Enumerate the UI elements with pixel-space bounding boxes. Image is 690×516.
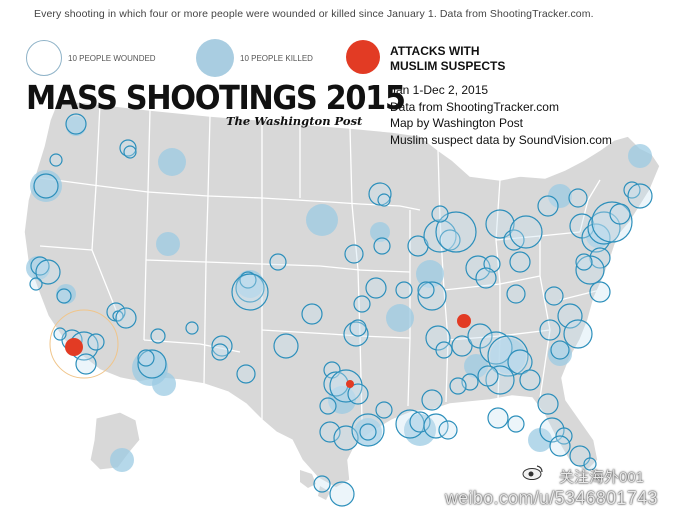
wounded-markers bbox=[29, 113, 653, 507]
muslim-attack-markers bbox=[65, 314, 471, 388]
legend-killed: 10 PEOPLE KILLED bbox=[196, 39, 313, 77]
san-bernardino-halo bbox=[49, 309, 119, 379]
credits-date-range: Jan 1-Dec 2, 2015 bbox=[390, 83, 489, 97]
credits: Jan 1-Dec 2, 2015 Data from ShootingTrac… bbox=[390, 82, 612, 148]
attack-garland bbox=[346, 380, 354, 388]
credits-data-source: Data from ShootingTracker.com bbox=[390, 99, 559, 114]
legend: 10 PEOPLE WOUNDED 10 PEOPLE KILLED bbox=[0, 38, 690, 78]
map-title: MASS SHOOTINGS 2015 bbox=[26, 78, 406, 117]
hawaii bbox=[300, 470, 316, 488]
legend-wounded-label: 10 PEOPLE WOUNDED bbox=[68, 53, 156, 63]
watermark-url: weibo.com/u/5346801743 bbox=[445, 488, 658, 508]
legend-wounded: 10 PEOPLE WOUNDED bbox=[26, 40, 156, 76]
attack-chattanooga bbox=[457, 314, 471, 328]
muslim-attack-circle-icon bbox=[346, 40, 380, 74]
wounded-ring-icon bbox=[26, 40, 62, 76]
attack-san-bernardino bbox=[65, 338, 83, 356]
killed-circle-icon bbox=[196, 39, 234, 77]
credits-map-by: Map by Washington Post bbox=[390, 116, 523, 130]
watermark-handle: 关注海外001 bbox=[559, 469, 645, 486]
top-note: Every shooting in which four or more peo… bbox=[34, 8, 594, 20]
legend-muslim bbox=[346, 40, 380, 74]
weibo-logo-icon bbox=[522, 465, 543, 480]
legend-muslim-label: ATTACKS WITH MUSLIM SUSPECTS bbox=[390, 44, 506, 73]
publisher-logo: The Washington Post bbox=[226, 114, 363, 128]
credits-muslim-source: Muslim suspect data by SoundVision.com bbox=[390, 132, 612, 147]
legend-killed-label: 10 PEOPLE KILLED bbox=[240, 53, 313, 63]
